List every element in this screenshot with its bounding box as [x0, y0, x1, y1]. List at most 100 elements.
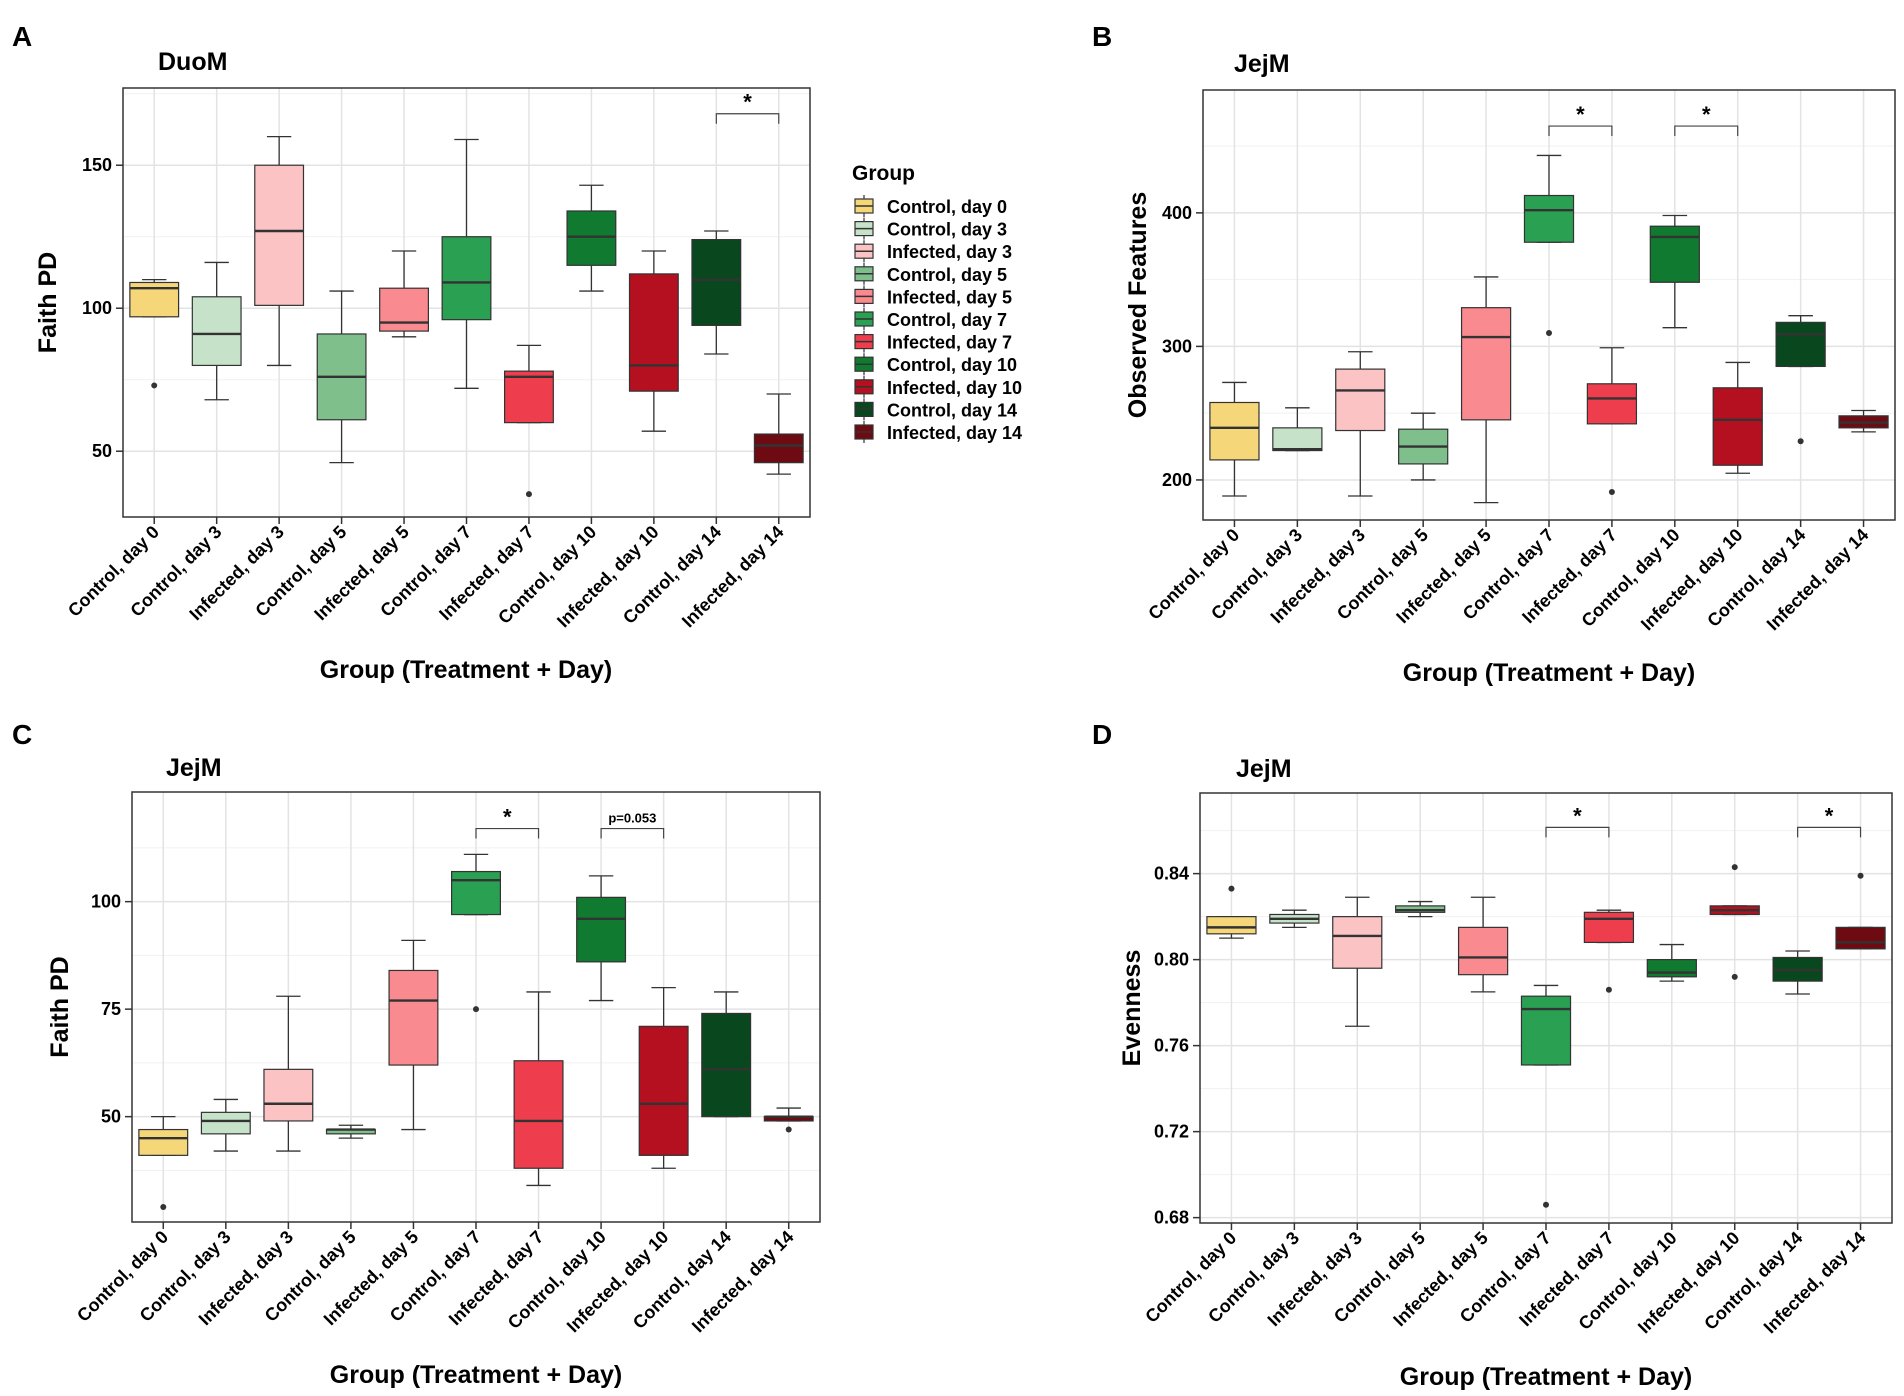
panel-d: 0.680.720.760.800.84* *Control, day 0Cont… — [1092, 719, 1893, 1391]
legend-item: Control, day 3 — [854, 217, 1007, 240]
panel-c-box-body — [138, 1128, 189, 1156]
legend-item: Infected, day 14 — [854, 421, 1022, 443]
panel-a-title: DuoM — [158, 48, 227, 76]
panel-b-box-3 — [1398, 412, 1449, 481]
panel-b-box-body — [1586, 383, 1638, 425]
panel-b-box-body — [1649, 225, 1700, 283]
panel-c-box-0 — [138, 1116, 189, 1210]
panel-a-x-axis-title: Group (Treatment + Day) — [320, 656, 612, 684]
panel-c-box-body — [451, 870, 501, 916]
legend-title: Group — [852, 162, 915, 185]
panel-a-box-9 — [691, 230, 742, 355]
panel-b-title: JejM — [1234, 50, 1290, 78]
panel-c-box-6 — [513, 991, 564, 1187]
panel-c-box-1 — [200, 1098, 251, 1152]
panel-c-box-body — [701, 1012, 752, 1118]
legend-item: Infected, day 7 — [854, 330, 1012, 353]
panel-d-significance-bracket — [1545, 826, 1610, 838]
panel-a-box-5 — [441, 138, 492, 389]
panel-c-significance-bracket — [475, 827, 540, 839]
panel-c-significance-label: * — [503, 805, 512, 830]
legend-item: Infected, day 3 — [854, 240, 1012, 263]
panel-a-significance-label: * — [743, 90, 752, 115]
panel-b-outlier-point — [1797, 438, 1804, 445]
panel-c-box-8 — [638, 987, 689, 1169]
panel-d-box-6 — [1583, 909, 1635, 993]
panel-d-box-body — [1646, 959, 1697, 978]
panel-d-y-tick-label: 0.80 — [1154, 950, 1189, 970]
panel-c-box-5 — [451, 853, 501, 1013]
panel-c-box-body — [638, 1025, 689, 1156]
panel-d-outlier-point — [1857, 872, 1864, 879]
panel-a-outlier-point — [151, 382, 158, 389]
panel-a-box-2 — [254, 135, 305, 367]
panel-b-y-tick-label: 200 — [1162, 470, 1192, 490]
panel-d-significance-label: * — [1825, 803, 1834, 828]
panel-b-y-axis-title: Observed Features — [1124, 192, 1152, 419]
panel-b-box-0 — [1209, 381, 1260, 497]
panel-c-outlier-point — [160, 1203, 167, 1210]
panel-d-y-tick-label: 0.84 — [1154, 864, 1189, 884]
panel-a-box-3 — [316, 290, 367, 464]
panel-a-box-body — [379, 287, 430, 332]
panel-c-box-7 — [576, 875, 627, 1002]
panel-d-outlier-point — [1605, 986, 1612, 993]
panel-a-y-tick-label: 100 — [82, 298, 112, 318]
panel-b-x-axis-title: Group (Treatment + Day) — [1403, 659, 1695, 687]
legend-item: Control, day 5 — [854, 262, 1007, 285]
panel-d-box-10 — [1835, 872, 1886, 950]
legend-label: Control, day 7 — [887, 310, 1007, 330]
panel-c-y-tick-label: 75 — [101, 999, 121, 1019]
panel-b-box-7 — [1649, 214, 1700, 329]
panel-a-box-body — [566, 210, 617, 266]
legend-label: Control, day 14 — [887, 400, 1017, 420]
panel-a-y-tick-label: 50 — [92, 441, 112, 461]
panel-d-outlier-point — [1731, 864, 1738, 871]
legend-item: Infected, day 5 — [854, 285, 1012, 308]
panel-a-box-body — [191, 296, 242, 367]
panel-c-box-body — [576, 896, 627, 963]
panel-b-box-4 — [1460, 276, 1512, 504]
panel-c-y-tick-label: 100 — [91, 892, 121, 912]
legend-label: Control, day 10 — [887, 355, 1017, 375]
panel-c-box-body — [388, 969, 439, 1066]
panel-c-box-body — [513, 1060, 564, 1169]
panel-c-title: JejM — [166, 754, 222, 782]
panel-b-y-tick-label: 300 — [1162, 336, 1192, 356]
panel-d-title: JejM — [1236, 755, 1292, 783]
panel-d-label: D — [1092, 719, 1112, 750]
panel-c-y-tick-label: 50 — [101, 1107, 121, 1127]
panel-c-box-9 — [701, 991, 752, 1118]
panel-c-box-body — [200, 1111, 251, 1135]
panel-d-y-tick-label: 0.68 — [1154, 1208, 1189, 1228]
panel-c-box-3 — [325, 1124, 376, 1139]
panel-b-box-body — [1775, 321, 1826, 368]
panel-b-y-tick-label: 400 — [1162, 203, 1192, 223]
legend-item: Control, day 14 — [854, 398, 1017, 421]
panel-c-significance-bracket — [600, 827, 665, 839]
legend-label: Infected, day 3 — [887, 242, 1012, 262]
panel-b-box-5 — [1523, 154, 1575, 337]
legend-label: Infected, day 5 — [887, 287, 1012, 307]
legend-label: Control, day 0 — [887, 197, 1007, 217]
panel-d-y-axis-title: Evenness — [1118, 950, 1146, 1067]
panel-d-significance-bracket — [1797, 826, 1862, 838]
panel-b-box-body — [1712, 387, 1763, 466]
panel-d-box-body — [1206, 916, 1257, 935]
panel-d-box-body — [1835, 926, 1886, 950]
panel-a-box-6 — [503, 344, 554, 498]
panel-d-x-axis-title: Group (Treatment + Day) — [1400, 1363, 1692, 1391]
panel-d-outlier-point — [1228, 885, 1235, 892]
panel-b-significance-bracket — [1674, 125, 1739, 137]
legend-item: Control, day 10 — [854, 353, 1017, 376]
legend-item: Infected, day 10 — [854, 375, 1022, 398]
panel-d-significance-label: * — [1573, 803, 1582, 828]
panel-a-box-8 — [628, 250, 679, 432]
panel-d-y-tick-label: 0.76 — [1154, 1036, 1189, 1056]
panel-c-label: C — [12, 719, 32, 750]
panel-c-box-4 — [388, 939, 439, 1131]
panel-c-box-10 — [763, 1107, 814, 1133]
